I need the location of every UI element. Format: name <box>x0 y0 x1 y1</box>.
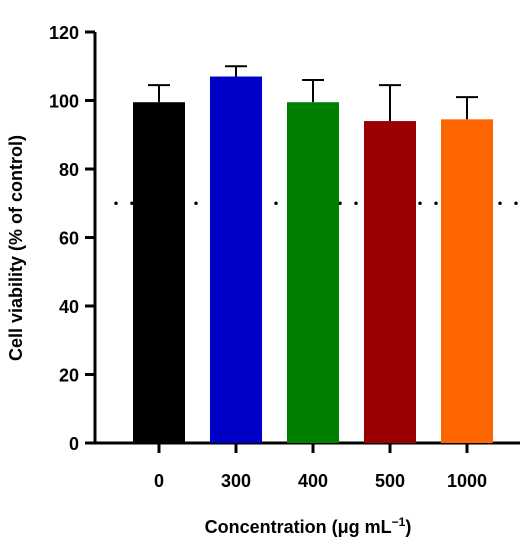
x-tick-label-0: 0 <box>154 471 164 491</box>
y-axis-label: Cell viability (% of control) <box>6 135 26 361</box>
x-axis-label-main: Concentration (μg mL <box>205 517 392 537</box>
x-tick-label-1000: 1000 <box>447 471 487 491</box>
bar-300 <box>210 76 262 444</box>
y-tick-label-100: 100 <box>49 92 79 112</box>
y-tick-label-80: 80 <box>59 160 79 180</box>
bar-1000 <box>441 119 493 444</box>
x-tick-label-500: 500 <box>375 471 405 491</box>
x-axis-label-superscript: −1 <box>392 515 406 529</box>
bar-400 <box>287 102 339 444</box>
y-tick-label-0: 0 <box>69 434 79 454</box>
x-axis-label: Concentration (μg mL−1) <box>205 515 412 537</box>
y-tick-label-40: 40 <box>59 297 79 317</box>
bar-500 <box>364 121 416 444</box>
plot-area: 0 20 40 60 80 100 120 0 300 400 500 1000 <box>49 23 520 491</box>
x-tick-label-300: 300 <box>221 471 251 491</box>
y-tick-label-120: 120 <box>49 23 79 43</box>
x-tick-label-400: 400 <box>298 471 328 491</box>
bar-0 <box>133 102 185 444</box>
y-tick-label-60: 60 <box>59 229 79 249</box>
y-tick-label-20: 20 <box>59 366 79 386</box>
x-axis-label-suffix: ) <box>405 517 411 537</box>
